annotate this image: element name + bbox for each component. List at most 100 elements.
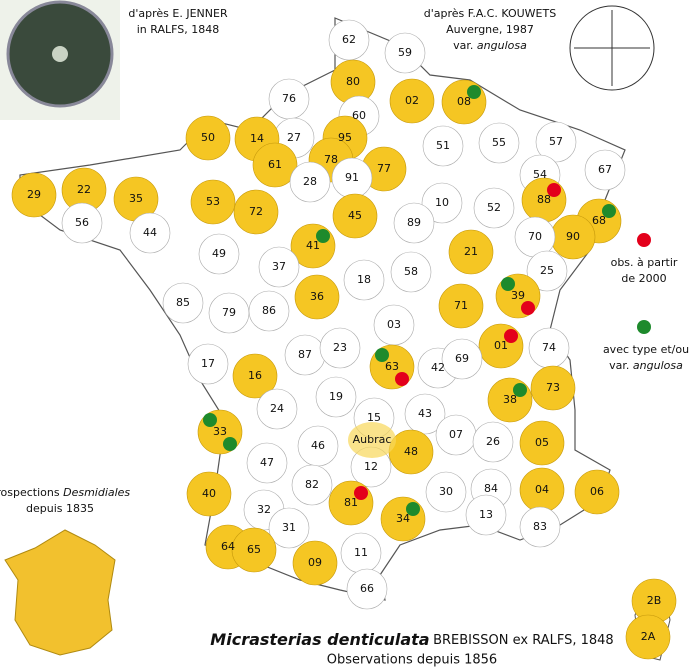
department xyxy=(162,282,204,324)
department-code: 32 xyxy=(257,503,271,516)
department-code: 36 xyxy=(310,290,324,303)
department xyxy=(258,246,300,288)
credit-left: in RALFS, 1848 xyxy=(137,23,219,36)
department-code: 45 xyxy=(348,209,362,222)
legend-red: de 2000 xyxy=(621,272,666,285)
observed-department xyxy=(292,540,338,586)
observed-department xyxy=(519,420,565,466)
observation-dot xyxy=(467,85,481,99)
department-code: 85 xyxy=(176,296,190,309)
observed-department xyxy=(231,527,277,573)
department-code: 44 xyxy=(143,226,157,239)
department-code: 08 xyxy=(457,95,471,108)
department-code: 46 xyxy=(311,439,325,452)
observation-dot xyxy=(501,277,515,291)
department-code: 76 xyxy=(282,92,296,105)
department xyxy=(319,327,361,369)
department-code: 06 xyxy=(590,485,604,498)
observed-department xyxy=(11,172,57,218)
department-code: 42 xyxy=(431,361,445,374)
department xyxy=(441,338,483,380)
department-code: 11 xyxy=(354,546,368,559)
department-code: 73 xyxy=(546,381,560,394)
department-code: 48 xyxy=(404,445,418,458)
department xyxy=(526,250,568,292)
department-code: 07 xyxy=(449,428,463,441)
department-code: 62 xyxy=(342,33,356,46)
department-code: 78 xyxy=(324,153,338,166)
observation-dot xyxy=(406,502,420,516)
department-code: 38 xyxy=(503,393,517,406)
department-code: 16 xyxy=(248,369,262,382)
department xyxy=(425,471,467,513)
department xyxy=(246,442,288,484)
observed-department xyxy=(574,469,620,515)
observed-department xyxy=(185,115,231,161)
department xyxy=(256,388,298,430)
department-code: 37 xyxy=(272,260,286,273)
department-code: 2B xyxy=(647,594,662,607)
department xyxy=(473,187,515,229)
department-code: 69 xyxy=(455,352,469,365)
region-label: Aubrac xyxy=(353,433,392,446)
credit-right: var. angulosa xyxy=(453,39,527,52)
department-code: 30 xyxy=(439,485,453,498)
observation-dot xyxy=(513,383,527,397)
department-code: 25 xyxy=(540,264,554,277)
department xyxy=(422,125,464,167)
department xyxy=(472,421,514,463)
department-code: 80 xyxy=(346,75,360,88)
department-code: 86 xyxy=(262,304,276,317)
department-code: 63 xyxy=(385,360,399,373)
department-code: 17 xyxy=(201,357,215,370)
department-code: 82 xyxy=(305,478,319,491)
department xyxy=(129,212,171,254)
department-code: 83 xyxy=(533,520,547,533)
department-code: 84 xyxy=(484,482,498,495)
department-code: 87 xyxy=(298,348,312,361)
department-code: 40 xyxy=(202,487,216,500)
department-code: 01 xyxy=(494,339,508,352)
department-code: 27 xyxy=(287,131,301,144)
department xyxy=(248,290,290,332)
department-code: 26 xyxy=(486,435,500,448)
department xyxy=(584,149,626,191)
department-code: 54 xyxy=(533,168,547,181)
department xyxy=(421,182,463,224)
department-code: 15 xyxy=(367,411,381,424)
observation-dot xyxy=(316,229,330,243)
department-code: 03 xyxy=(387,318,401,331)
department-code: 72 xyxy=(249,205,263,218)
department xyxy=(535,121,577,163)
department-code: 02 xyxy=(405,94,419,107)
department-code: 49 xyxy=(212,247,226,260)
department-code: 14 xyxy=(250,132,264,145)
department-code: 67 xyxy=(598,163,612,176)
department-code: 12 xyxy=(364,460,378,473)
department xyxy=(268,507,310,549)
department-code: 59 xyxy=(398,46,412,59)
observed-department xyxy=(190,179,236,225)
observed-department xyxy=(438,283,484,329)
department-code: 64 xyxy=(221,540,235,553)
department-code: 39 xyxy=(511,289,525,302)
credit-left: d'après E. JENNER xyxy=(128,7,228,20)
observed-department xyxy=(233,189,279,235)
department-code: 2A xyxy=(641,630,656,643)
department-code: 04 xyxy=(535,483,549,496)
department xyxy=(478,122,520,164)
department-code: 90 xyxy=(566,230,580,243)
department-code: 29 xyxy=(27,188,41,201)
department-code: 88 xyxy=(537,193,551,206)
department xyxy=(519,506,561,548)
observation-dot xyxy=(223,437,237,451)
observed-department xyxy=(186,471,232,517)
observation-dot xyxy=(203,413,217,427)
department-code: 09 xyxy=(308,556,322,569)
observation-dot xyxy=(504,329,518,343)
department-code: 74 xyxy=(542,341,556,354)
department-code: 52 xyxy=(487,201,501,214)
department-code: 58 xyxy=(404,265,418,278)
observation-dot xyxy=(602,204,616,218)
